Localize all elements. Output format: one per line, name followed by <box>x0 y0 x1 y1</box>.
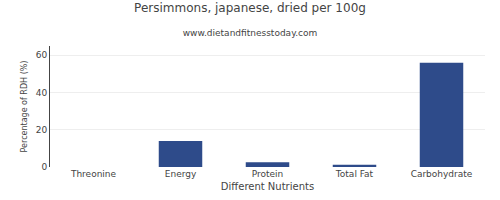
svg-text:60: 60 <box>36 50 48 60</box>
svg-text:Energy: Energy <box>165 169 197 179</box>
svg-text:www.dietandfitnesstoday.com: www.dietandfitnesstoday.com <box>183 28 318 38</box>
svg-text:0: 0 <box>41 162 47 172</box>
svg-text:Persimmons, japanese, dried pe: Persimmons, japanese, dried per 100g <box>134 1 366 15</box>
svg-text:40: 40 <box>36 88 48 98</box>
svg-text:Threonine: Threonine <box>70 169 117 179</box>
svg-text:Percentage of RDH (%): Percentage of RDH (%) <box>20 61 29 153</box>
svg-text:Protein: Protein <box>252 169 284 179</box>
svg-text:Carbohydrate: Carbohydrate <box>411 169 473 179</box>
svg-text:Different Nutrients: Different Nutrients <box>221 181 314 192</box>
svg-text:20: 20 <box>36 125 48 135</box>
svg-text:Total Fat: Total Fat <box>335 169 374 179</box>
